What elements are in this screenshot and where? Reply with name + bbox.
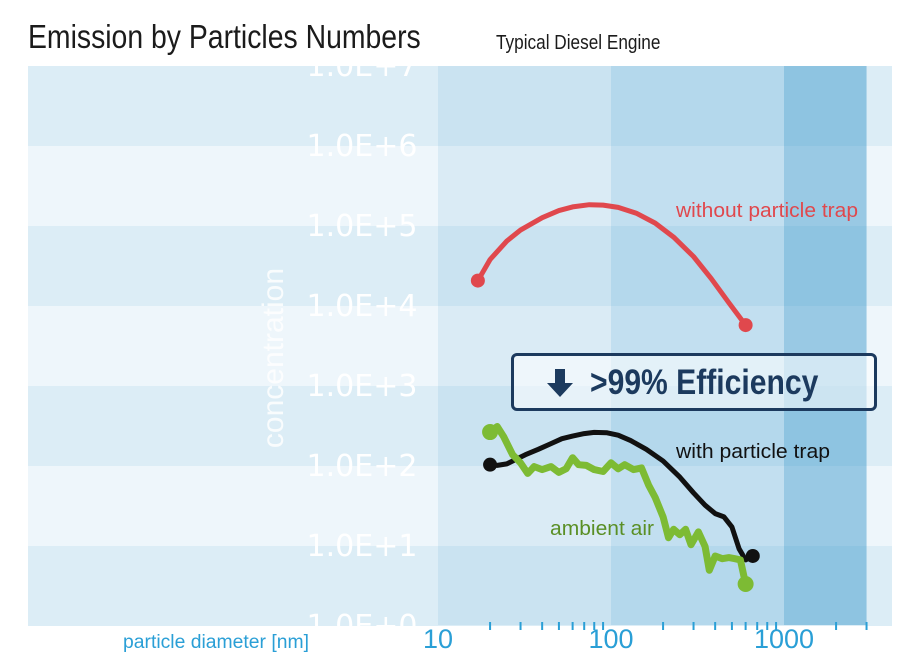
series-end-point (745, 548, 760, 563)
series-start-point (483, 457, 498, 472)
chart-background (28, 66, 892, 626)
y-tick-label: 1.0E+3 (307, 369, 418, 404)
series-start-point (470, 273, 485, 288)
series-line-0 (475, 202, 749, 328)
x-axis: 10 100 1000 (423, 622, 868, 654)
decade-band (438, 66, 611, 625)
chart-subtitle: Typical Diesel Engine (496, 32, 661, 54)
y-tick-label: 1.0E+1 (307, 529, 418, 564)
arrow-down-icon (547, 369, 573, 397)
x-tick-label: 100 (588, 624, 633, 654)
series-label-with-trap: with particle trap (675, 441, 830, 463)
grid-band (28, 146, 892, 226)
y-tick-label: 1.0E+5 (307, 209, 418, 244)
series-line-2 (486, 423, 750, 588)
series-start-point (482, 424, 499, 441)
grid-band (28, 66, 892, 146)
x-axis-label: particle diameter [nm] (123, 632, 309, 653)
series-end-point (738, 318, 753, 333)
y-tick-label: 1.0E+7 (307, 49, 418, 84)
series-label-ambient-air: ambient air (550, 518, 654, 540)
y-tick-label: 1.0E+2 (307, 449, 418, 484)
efficiency-badge: >99% Efficiency (511, 353, 877, 411)
grid-band (28, 466, 892, 546)
y-tick-label: 1.0E+4 (307, 289, 418, 324)
series-lines (470, 202, 760, 593)
y-tick-label: 1.0E+0 (307, 609, 418, 644)
efficiency-badge-text: >99% Efficiency (590, 363, 819, 402)
decade-band (784, 66, 867, 625)
chart-title: Emission by Particles Numbers (28, 18, 421, 55)
series-label-without-trap: without particle trap (675, 200, 858, 222)
decade-band (611, 66, 784, 625)
grid-band (28, 226, 892, 306)
x-tick-label: 10 (423, 624, 453, 654)
x-tick-label: 1000 (754, 624, 814, 654)
y-axis-label: concentration (257, 268, 290, 448)
y-tick-labels: 1.0E+0 1.0E+1 1.0E+2 1.0E+3 1.0E+4 1.0E+5 1.0E… (307, 49, 418, 644)
y-tick-label: 1.0E+6 (307, 129, 418, 164)
series-end-point (737, 576, 754, 593)
series-line-1 (487, 429, 756, 563)
